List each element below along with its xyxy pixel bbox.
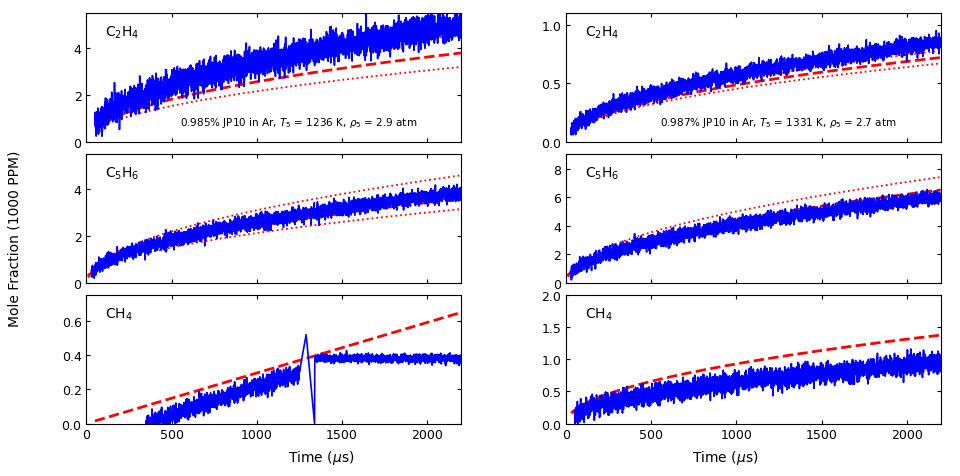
Text: Time ($\mu$s): Time ($\mu$s) (691, 448, 758, 466)
Text: CH$_4$: CH$_4$ (106, 306, 133, 322)
Text: 0.985% JP10 in Ar, $T_5$ = 1236 K, $\rho_5$ = 2.9 atm: 0.985% JP10 in Ar, $T_5$ = 1236 K, $\rho… (180, 116, 418, 129)
Text: C$_5$H$_6$: C$_5$H$_6$ (585, 165, 619, 182)
Text: C$_5$H$_6$: C$_5$H$_6$ (106, 165, 139, 182)
Text: C$_2$H$_4$: C$_2$H$_4$ (106, 24, 140, 41)
Text: Time ($\mu$s): Time ($\mu$s) (288, 448, 355, 466)
Text: 0.987% JP10 in Ar, $T_5$ = 1331 K, $\rho_5$ = 2.7 atm: 0.987% JP10 in Ar, $T_5$ = 1331 K, $\rho… (660, 116, 897, 129)
Text: CH$_4$: CH$_4$ (585, 306, 612, 322)
Text: Mole Fraction (1000 PPM): Mole Fraction (1000 PPM) (8, 150, 21, 326)
Text: C$_2$H$_4$: C$_2$H$_4$ (585, 24, 619, 41)
